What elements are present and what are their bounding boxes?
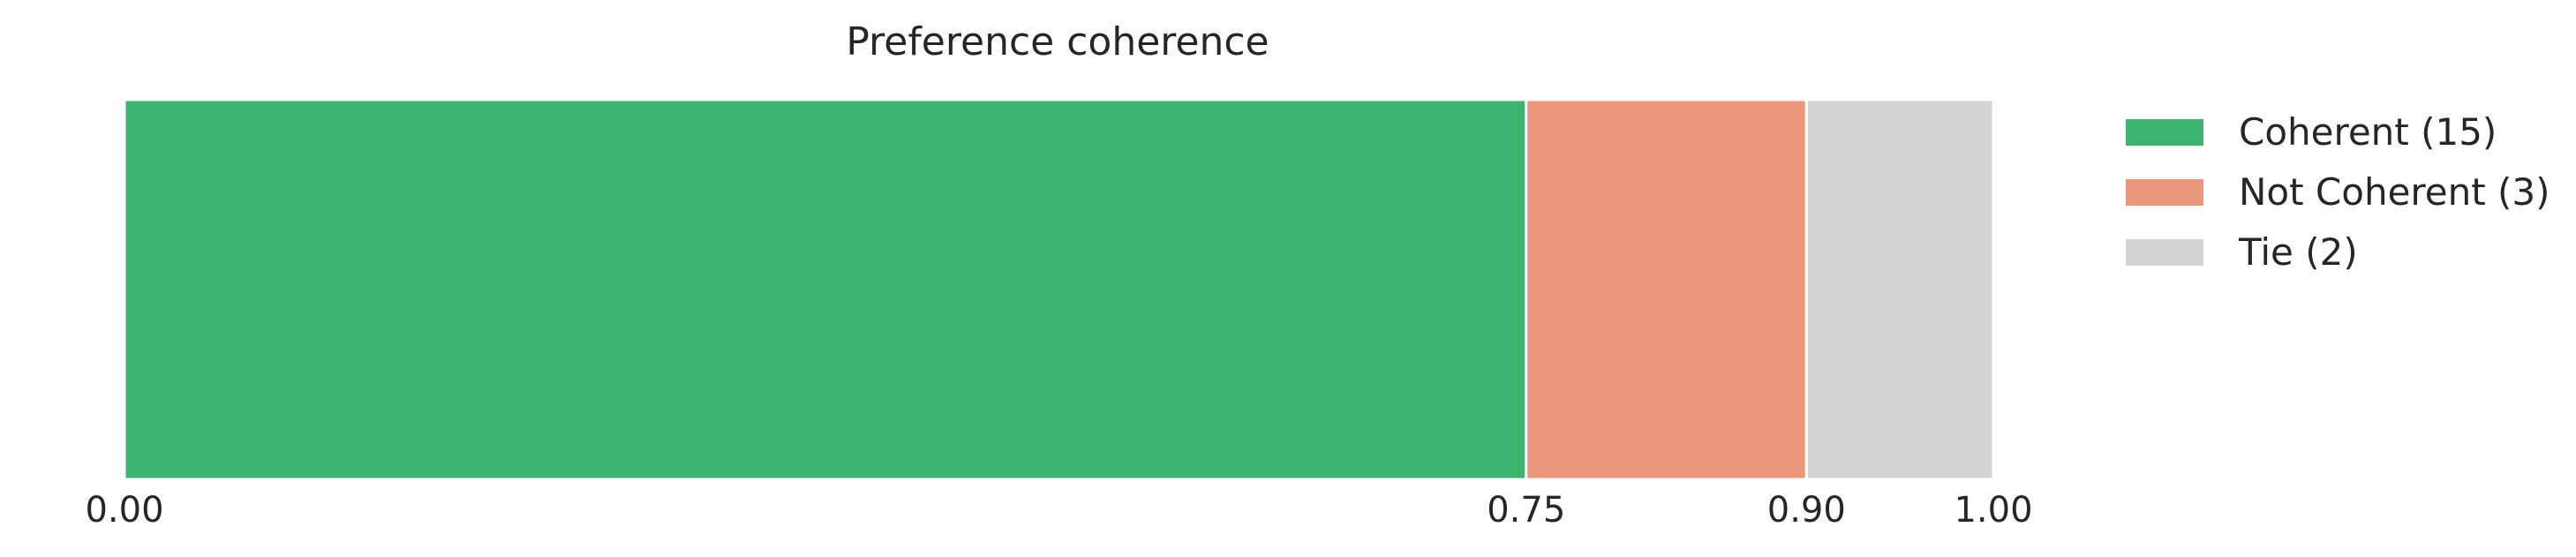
x-tick-label-2: 0.75 [1487,490,1565,531]
legend-swatch-3 [2126,239,2203,266]
legend-swatch-1 [2126,119,2203,146]
x-tick-label-1: 0.00 [85,490,163,531]
x-tick-label-3: 0.90 [1767,490,1846,531]
legend-label-3: Tie (2) [2238,230,2358,274]
legend: Coherent (15) Not Coherent (3) Tie (2) [2126,110,2550,274]
bar-segment-2 [1525,98,1808,481]
legend-label-1: Coherent (15) [2239,110,2497,154]
bar-segment-1 [123,98,1528,481]
bar-segments [123,98,1995,481]
x-tick-label-4: 1.00 [1954,490,2032,531]
x-axis-ticks: 0.00 0.75 0.90 1.00 [85,490,2032,531]
legend-label-2: Not Coherent (3) [2239,170,2550,214]
bar-segment-3 [1804,98,1995,481]
chart-title: Preference coherence [846,19,1269,64]
legend-swatch-2 [2126,179,2203,206]
